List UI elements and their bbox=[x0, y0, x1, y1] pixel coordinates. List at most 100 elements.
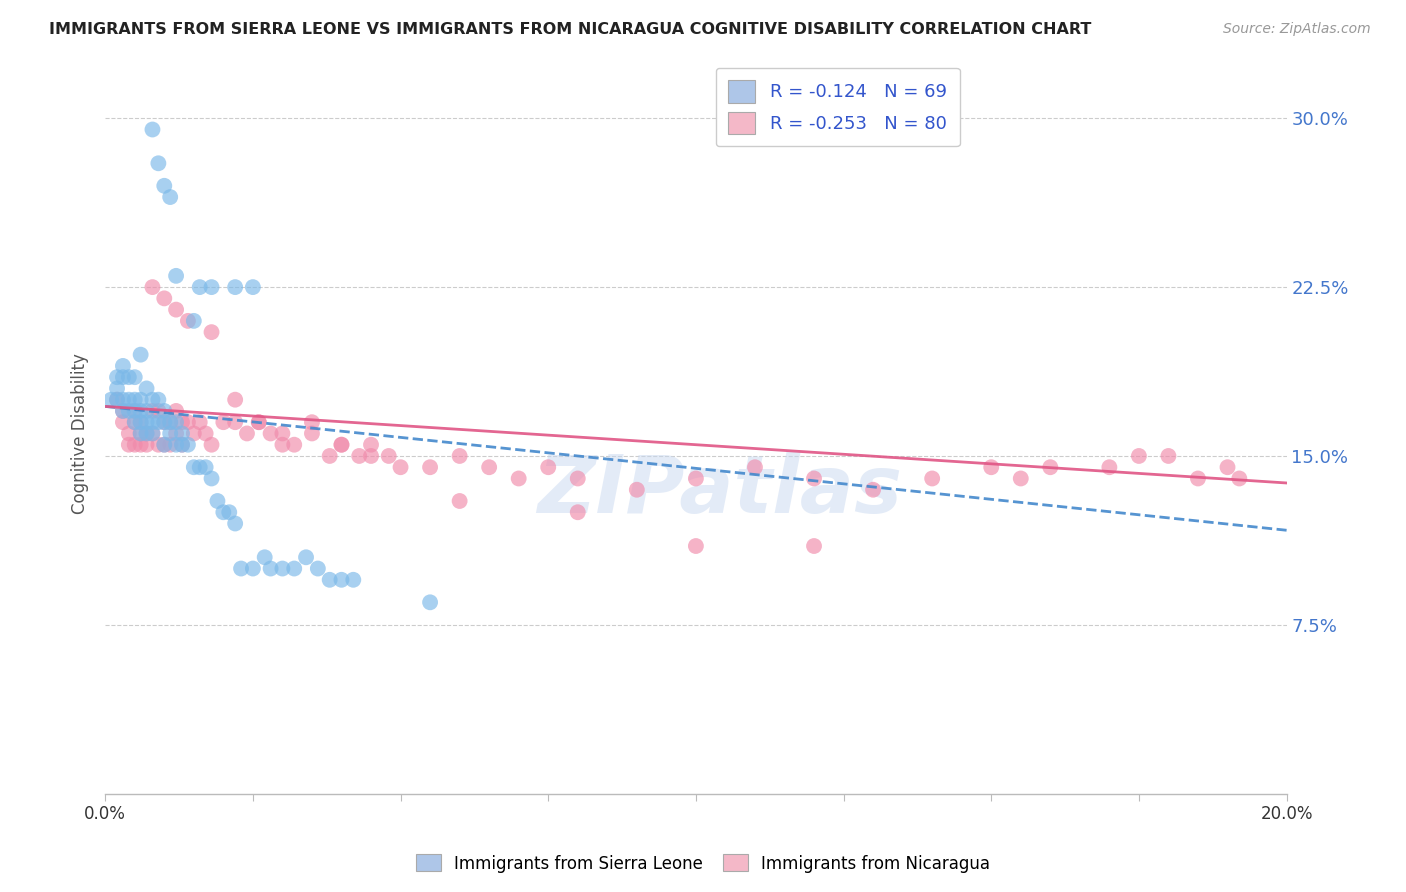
Point bbox=[153, 415, 176, 429]
Point bbox=[177, 415, 200, 429]
Point bbox=[236, 426, 259, 441]
Point bbox=[229, 561, 252, 575]
Point bbox=[141, 415, 163, 429]
Point bbox=[478, 460, 501, 475]
Point bbox=[159, 415, 181, 429]
Point bbox=[153, 438, 176, 452]
Point bbox=[118, 370, 141, 384]
Point bbox=[200, 280, 222, 294]
Point bbox=[271, 438, 294, 452]
Point bbox=[105, 381, 128, 395]
Point bbox=[1187, 471, 1209, 485]
Point bbox=[330, 438, 353, 452]
Point bbox=[118, 404, 141, 418]
Point bbox=[419, 460, 441, 475]
Point bbox=[159, 438, 181, 452]
Point bbox=[105, 370, 128, 384]
Point bbox=[207, 494, 229, 508]
Point bbox=[419, 595, 441, 609]
Point bbox=[111, 404, 134, 418]
Point bbox=[177, 314, 200, 328]
Point bbox=[135, 438, 157, 452]
Point bbox=[318, 573, 340, 587]
Point bbox=[803, 539, 825, 553]
Point bbox=[153, 438, 176, 452]
Point bbox=[224, 415, 246, 429]
Point bbox=[165, 268, 187, 283]
Point bbox=[242, 280, 264, 294]
Point bbox=[135, 426, 157, 441]
Point bbox=[980, 460, 1002, 475]
Point bbox=[135, 381, 157, 395]
Point bbox=[118, 438, 141, 452]
Point bbox=[129, 426, 152, 441]
Point bbox=[111, 392, 134, 407]
Point bbox=[183, 426, 205, 441]
Point bbox=[253, 550, 276, 565]
Point bbox=[1128, 449, 1150, 463]
Point bbox=[100, 392, 122, 407]
Point bbox=[862, 483, 884, 497]
Point bbox=[153, 291, 176, 305]
Point bbox=[301, 426, 323, 441]
Point bbox=[247, 415, 270, 429]
Point bbox=[360, 449, 382, 463]
Point bbox=[170, 438, 193, 452]
Point bbox=[129, 404, 152, 418]
Point bbox=[124, 438, 146, 452]
Point bbox=[318, 449, 340, 463]
Point bbox=[118, 426, 141, 441]
Point bbox=[283, 561, 305, 575]
Point bbox=[218, 505, 240, 519]
Point bbox=[183, 460, 205, 475]
Point bbox=[259, 426, 281, 441]
Point bbox=[567, 471, 589, 485]
Point bbox=[295, 550, 318, 565]
Point bbox=[111, 404, 134, 418]
Point bbox=[129, 415, 152, 429]
Point bbox=[389, 460, 412, 475]
Text: ZIPatlas: ZIPatlas bbox=[537, 452, 903, 530]
Point bbox=[111, 370, 134, 384]
Point bbox=[135, 426, 157, 441]
Point bbox=[153, 178, 176, 193]
Point bbox=[129, 438, 152, 452]
Point bbox=[141, 426, 163, 441]
Point bbox=[347, 449, 370, 463]
Point bbox=[188, 460, 211, 475]
Legend: Immigrants from Sierra Leone, Immigrants from Nicaragua: Immigrants from Sierra Leone, Immigrants… bbox=[409, 847, 997, 880]
Point bbox=[165, 438, 187, 452]
Point bbox=[685, 539, 707, 553]
Point bbox=[224, 516, 246, 531]
Point bbox=[165, 302, 187, 317]
Point bbox=[165, 404, 187, 418]
Point bbox=[330, 438, 353, 452]
Point bbox=[159, 190, 181, 204]
Point bbox=[803, 471, 825, 485]
Point bbox=[129, 426, 152, 441]
Point bbox=[141, 426, 163, 441]
Point bbox=[129, 415, 152, 429]
Point bbox=[124, 404, 146, 418]
Point bbox=[177, 438, 200, 452]
Point bbox=[105, 392, 128, 407]
Point bbox=[105, 392, 128, 407]
Point bbox=[124, 415, 146, 429]
Point bbox=[165, 415, 187, 429]
Point bbox=[1010, 471, 1032, 485]
Point bbox=[224, 392, 246, 407]
Point bbox=[360, 438, 382, 452]
Point bbox=[200, 325, 222, 339]
Point bbox=[224, 280, 246, 294]
Point bbox=[148, 392, 170, 407]
Point bbox=[188, 415, 211, 429]
Point bbox=[342, 573, 364, 587]
Point bbox=[124, 415, 146, 429]
Y-axis label: Cognitive Disability: Cognitive Disability bbox=[72, 353, 89, 514]
Point bbox=[148, 156, 170, 170]
Point bbox=[124, 404, 146, 418]
Point bbox=[111, 415, 134, 429]
Point bbox=[1216, 460, 1239, 475]
Point bbox=[135, 415, 157, 429]
Point bbox=[200, 438, 222, 452]
